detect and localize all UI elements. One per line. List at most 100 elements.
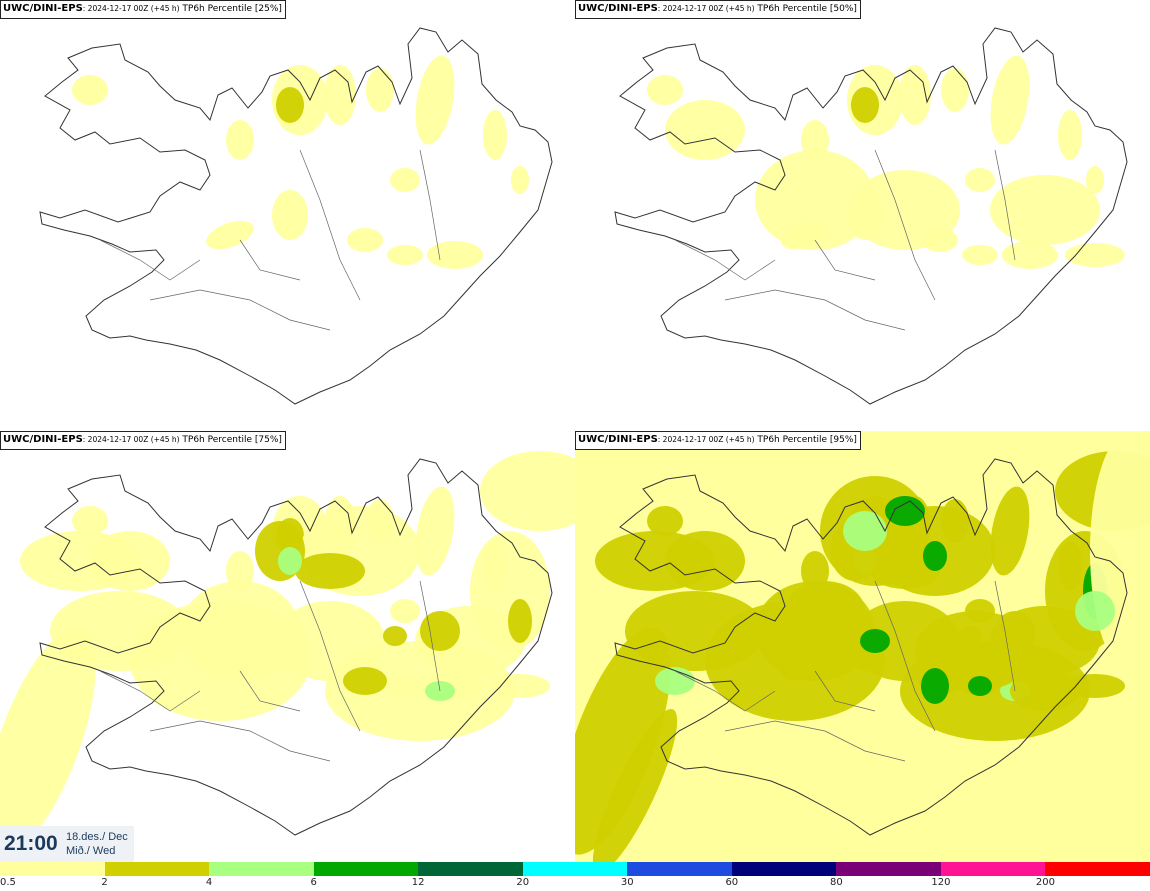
scale-tick-label: 12 — [411, 877, 425, 888]
scale-tick-label: 60 — [725, 877, 739, 888]
roads — [674, 580, 1016, 762]
scale-tick-label: 200 — [1035, 877, 1055, 888]
precip-area — [226, 120, 254, 160]
scale-swatch — [522, 862, 628, 876]
precip-map-p50 — [575, 0, 1150, 431]
precip-area — [785, 581, 865, 641]
precip-area — [860, 629, 890, 653]
precip-area — [366, 68, 394, 112]
map-panel-p50: UWC/DINI-EPS: 2024-12-17 00Z (+45 h) TP6… — [575, 0, 1150, 431]
precip-area — [387, 245, 423, 265]
precip-area — [325, 641, 515, 741]
valid-time: 21:00 — [4, 832, 58, 855]
precip-map-p25 — [0, 0, 575, 431]
precip-area — [968, 676, 992, 696]
panel-title: UWC/DINI-EPS: 2024-12-17 00Z (+45 h) TP6… — [0, 431, 286, 450]
scale-tick-label: 20 — [516, 877, 530, 888]
scale-swatch — [731, 862, 837, 876]
precip-area — [347, 228, 383, 252]
precip-area — [801, 551, 829, 591]
scale-tick-label: 30 — [620, 877, 634, 888]
scale-tick-label: 6 — [310, 877, 317, 888]
scale-tick-label: 80 — [829, 877, 843, 888]
precip-area — [921, 668, 949, 704]
precip-area — [1002, 241, 1058, 269]
precip-area — [420, 611, 460, 651]
scale-swatch — [418, 862, 523, 876]
precip-area — [851, 87, 879, 123]
scale-swatch — [836, 862, 941, 876]
precip-area — [390, 599, 420, 623]
precip-area — [647, 506, 683, 536]
precip-area — [206, 220, 254, 250]
precip-area — [965, 168, 995, 192]
precip-area — [843, 511, 887, 551]
color-scale-ticks: 0.5 2 4 6 12 20 30 60 80 120 200 — [0, 877, 1150, 891]
precip-area — [511, 166, 529, 194]
precip-area — [415, 486, 455, 576]
scale-swatch — [627, 862, 732, 876]
precip-area — [850, 170, 960, 250]
precip-area — [647, 75, 683, 105]
coastline — [39, 27, 553, 405]
panel-title: UWC/DINI-EPS: 2024-12-17 00Z (+45 h) TP6… — [0, 0, 286, 19]
precip-area — [295, 553, 365, 589]
coastline — [614, 458, 1128, 836]
map-panel-p25: UWC/DINI-EPS: 2024-12-17 00Z (+45 h) TP6… — [0, 0, 575, 431]
precip-area — [575, 627, 671, 855]
panel-title: UWC/DINI-EPS: 2024-12-17 00Z (+45 h) TP6… — [575, 0, 861, 19]
precip-area — [72, 75, 108, 105]
precip-area — [1086, 166, 1104, 194]
precip-area — [483, 110, 507, 160]
color-scale-bar — [0, 862, 1150, 876]
precip-area — [343, 667, 387, 695]
precip-area — [990, 486, 1030, 576]
precip-area — [0, 627, 96, 855]
valid-date: 18.des./ Dec — [66, 831, 128, 843]
precip-map-p95 — [575, 431, 1150, 862]
scale-tick-label: 0.5 — [0, 877, 16, 888]
precip-area — [20, 531, 140, 591]
precip-area — [390, 168, 420, 192]
precip-area — [480, 451, 575, 531]
precip-area — [324, 65, 356, 125]
precip-area — [427, 241, 483, 269]
scale-swatch — [1045, 862, 1150, 876]
coastline — [39, 458, 553, 836]
scale-tick-label: 4 — [205, 877, 213, 888]
precip-area — [899, 65, 931, 125]
valid-weekday: Mið./ Wed — [66, 845, 116, 857]
precip-area — [941, 68, 969, 112]
roads — [674, 149, 1016, 331]
precip-area — [383, 626, 407, 646]
precip-area — [990, 55, 1030, 145]
scale-tick-label: 120 — [931, 877, 951, 888]
precip-area — [801, 120, 829, 160]
valid-time-box: 21:00 18.des./ Dec Mið./ Wed — [0, 826, 134, 862]
precip-area — [278, 547, 302, 575]
precip-area — [885, 496, 925, 526]
precip-area — [962, 245, 998, 265]
map-panel-p75: UWC/DINI-EPS: 2024-12-17 00Z (+45 h) TP6… — [0, 431, 575, 862]
precip-area — [72, 506, 108, 536]
precip-area — [1058, 110, 1082, 160]
scale-swatch — [209, 862, 314, 876]
panel-title: UWC/DINI-EPS: 2024-12-17 00Z (+45 h) TP6… — [575, 431, 861, 450]
scale-swatch — [104, 862, 210, 876]
precip-area — [1065, 243, 1125, 267]
precip-area — [415, 55, 455, 145]
precip-area — [595, 531, 715, 591]
precip-area — [276, 87, 304, 123]
precip-area — [508, 599, 532, 643]
precip-area — [1010, 671, 1080, 711]
map-panel-p95: UWC/DINI-EPS: 2024-12-17 00Z (+45 h) TP6… — [575, 431, 1150, 862]
precip-area — [592, 708, 678, 862]
scale-swatch — [940, 862, 1046, 876]
coastline — [614, 27, 1128, 405]
precip-area — [272, 190, 308, 240]
roads — [99, 580, 441, 762]
roads — [99, 149, 441, 331]
scale-tick-label: 2 — [101, 877, 108, 888]
scale-swatch — [0, 862, 105, 876]
precip-area — [990, 175, 1100, 245]
